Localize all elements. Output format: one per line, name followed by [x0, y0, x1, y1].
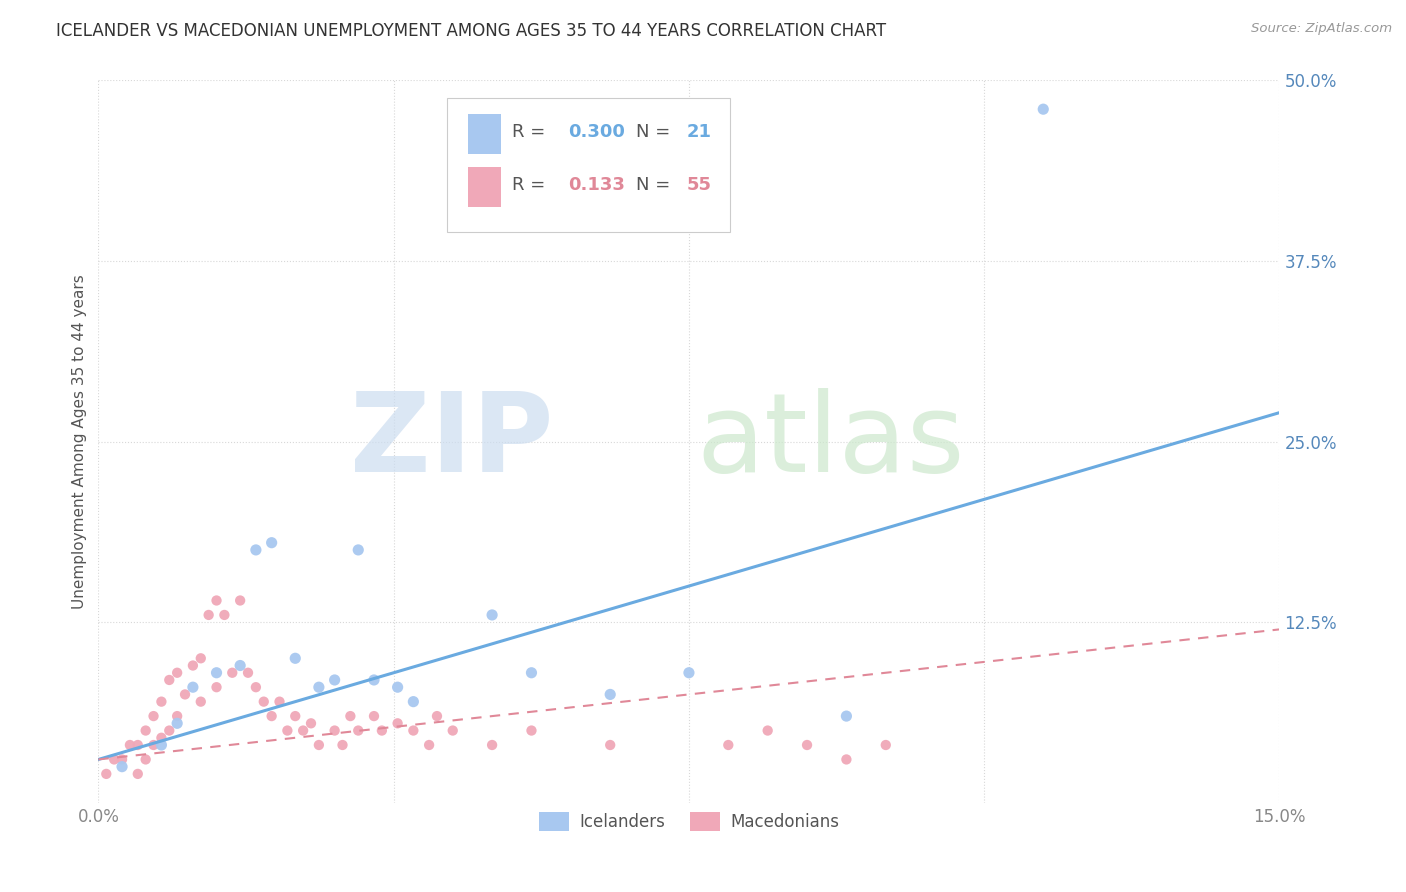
Point [103, 752, 125, 766]
Point [875, 738, 897, 752]
Point [717, 738, 740, 752]
Text: atlas: atlas [696, 388, 965, 495]
Point [599, 687, 621, 701]
Point [181, 658, 204, 673]
Bar [468, 114, 501, 154]
Point [284, 651, 307, 665]
Text: R =: R = [512, 176, 551, 194]
Point [135, 723, 157, 738]
Point [756, 723, 779, 738]
Point [111, 760, 134, 774]
Point [260, 709, 283, 723]
Point [269, 695, 291, 709]
Point [260, 535, 283, 549]
Text: Source: ZipAtlas.com: Source: ZipAtlas.com [1251, 22, 1392, 36]
Point [245, 680, 267, 694]
Point [118, 738, 141, 752]
Text: 55: 55 [686, 176, 711, 194]
Point [599, 738, 621, 752]
Point [142, 709, 165, 723]
Point [323, 673, 346, 687]
Point [481, 607, 503, 622]
Point [426, 709, 449, 723]
Point [150, 731, 173, 745]
Point [127, 767, 149, 781]
Text: ZIP: ZIP [350, 388, 553, 495]
Point [418, 738, 440, 752]
Text: 21: 21 [686, 123, 711, 141]
Point [157, 673, 180, 687]
Point [347, 542, 370, 557]
Point [135, 752, 157, 766]
Point [835, 752, 858, 766]
Point [402, 723, 425, 738]
Point [835, 709, 858, 723]
Point [678, 665, 700, 680]
Point [205, 680, 228, 694]
Point [1032, 102, 1054, 116]
Text: N =: N = [636, 123, 676, 141]
Point [245, 542, 267, 557]
Point [166, 716, 188, 731]
Point [111, 752, 134, 766]
Point [190, 695, 212, 709]
Point [332, 738, 354, 752]
Legend: Icelanders, Macedonians: Icelanders, Macedonians [533, 805, 845, 838]
Point [253, 695, 276, 709]
Point [292, 723, 315, 738]
Text: R =: R = [512, 123, 551, 141]
Point [96, 767, 118, 781]
Point [481, 738, 503, 752]
Point [190, 651, 212, 665]
Point [387, 680, 409, 694]
Text: ICELANDER VS MACEDONIAN UNEMPLOYMENT AMONG AGES 35 TO 44 YEARS CORRELATION CHART: ICELANDER VS MACEDONIAN UNEMPLOYMENT AMO… [56, 22, 886, 40]
Point [205, 593, 228, 607]
Point [387, 716, 409, 731]
Point [229, 593, 252, 607]
Point [236, 665, 259, 680]
Point [299, 716, 322, 731]
Point [166, 665, 188, 680]
Text: N =: N = [636, 176, 676, 194]
Point [157, 723, 180, 738]
Text: 0.133: 0.133 [568, 176, 626, 194]
Point [127, 738, 149, 752]
Point [339, 709, 361, 723]
Point [150, 695, 173, 709]
Point [441, 723, 464, 738]
Point [150, 738, 173, 752]
Point [197, 607, 219, 622]
Point [363, 673, 385, 687]
Point [796, 738, 818, 752]
Point [363, 709, 385, 723]
Point [229, 658, 252, 673]
Point [347, 723, 370, 738]
Point [142, 738, 165, 752]
Point [402, 695, 425, 709]
Point [520, 665, 543, 680]
Point [181, 680, 204, 694]
Y-axis label: Unemployment Among Ages 35 to 44 years: Unemployment Among Ages 35 to 44 years [72, 274, 87, 609]
Point [308, 680, 330, 694]
Point [520, 723, 543, 738]
Point [371, 723, 394, 738]
Bar [468, 167, 501, 207]
FancyBboxPatch shape [447, 98, 730, 232]
Point [284, 709, 307, 723]
Point [174, 687, 197, 701]
Point [214, 607, 236, 622]
Point [205, 665, 228, 680]
Point [308, 738, 330, 752]
Point [166, 709, 188, 723]
Point [323, 723, 346, 738]
Text: 0.300: 0.300 [568, 123, 626, 141]
Point [276, 723, 298, 738]
Point [221, 665, 243, 680]
